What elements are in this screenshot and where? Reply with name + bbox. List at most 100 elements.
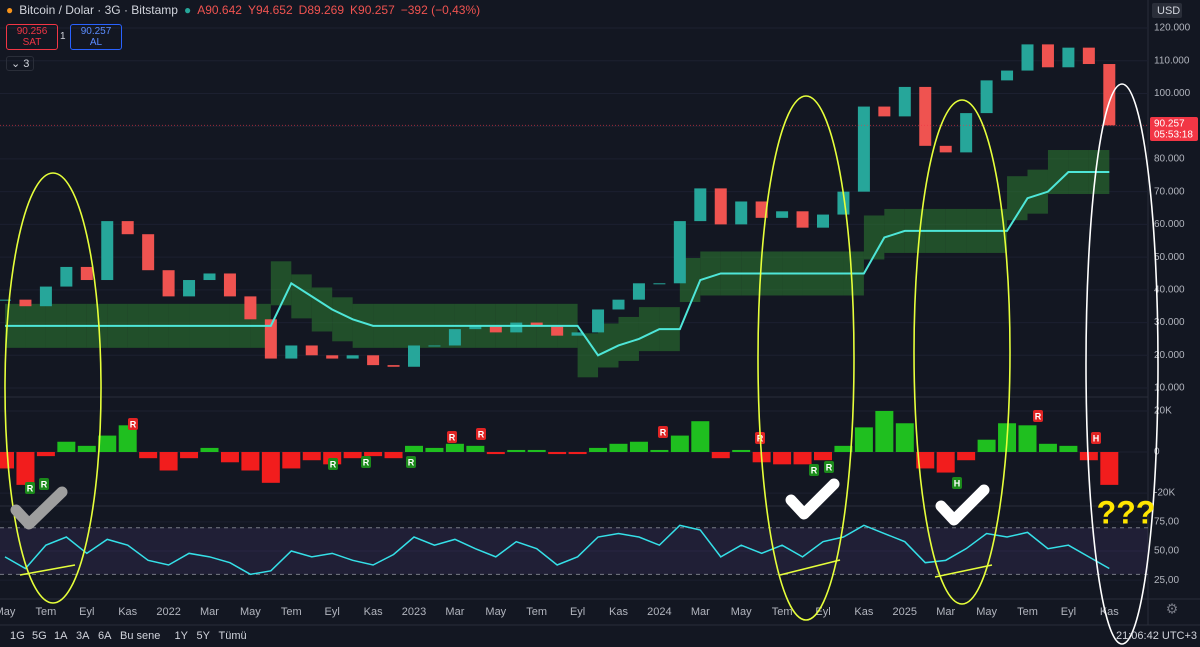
trend-band: [1047, 150, 1069, 195]
signal-marker-box: [809, 464, 819, 476]
x-tick-label: Mar: [445, 606, 464, 618]
candle: [592, 309, 605, 333]
histogram-bar: [936, 452, 955, 473]
candle: [0, 299, 11, 301]
range-button[interactable]: 6A: [98, 630, 112, 642]
candle: [142, 234, 155, 271]
range-button[interactable]: 5G: [32, 630, 47, 642]
histogram-bar: [834, 445, 853, 453]
trend-band: [598, 323, 619, 368]
signal-marker: H: [954, 478, 961, 488]
x-tick-label: May: [485, 606, 506, 618]
annotation: ???: [1097, 494, 1156, 530]
x-tick-label: Tem: [772, 606, 793, 618]
y-tick-label: 60.000: [1154, 219, 1185, 230]
candle: [694, 188, 707, 222]
candle: [60, 266, 73, 287]
checkmark: [10, 486, 68, 530]
trend-line: [934, 564, 993, 578]
y-tick-label: 10.000: [1154, 383, 1185, 394]
indicator-count: 3: [23, 58, 30, 70]
indicator-toggle[interactable]: ⌄ 3: [6, 56, 35, 71]
trend-band: [638, 307, 660, 352]
sell-price: 90.256: [16, 26, 48, 37]
x-tick-label: Kas: [609, 606, 628, 618]
level-band: [0, 527, 1148, 575]
range-button[interactable]: Tümü: [218, 630, 247, 642]
trend-band: [270, 261, 292, 306]
signal-marker: R: [130, 419, 137, 429]
price-label: 90.257: [1154, 119, 1185, 130]
candle: [939, 145, 952, 153]
signal-marker-box: [406, 456, 416, 468]
symbol[interactable]: Bitcoin / Dolar · 3G · Bitstamp: [19, 3, 178, 17]
histogram-bar: [814, 452, 832, 461]
candle: [223, 273, 236, 297]
y-tick-label: 25,00: [1154, 575, 1179, 586]
range-button[interactable]: 1Y: [174, 630, 188, 642]
histogram-bar: [568, 452, 587, 455]
y-tick-label: 50.000: [1154, 252, 1185, 263]
x-tick-label: Mar: [936, 606, 955, 618]
countdown: 05:53:18: [1154, 130, 1193, 141]
trend-band: [332, 297, 353, 342]
x-tick-label: Tem: [526, 606, 547, 618]
range-button[interactable]: 5Y: [196, 630, 210, 642]
x-tick-label: May: [731, 606, 752, 618]
change: −392 (−0,43%): [400, 3, 481, 17]
highlight-ellipse: [1085, 83, 1159, 645]
range-button[interactable]: 1G: [10, 630, 25, 642]
histogram-bar: [1038, 443, 1057, 453]
range-button[interactable]: 3A: [76, 630, 90, 642]
signal-marker: R: [478, 429, 485, 439]
candle: [183, 280, 196, 297]
currency-badge[interactable]: [1152, 3, 1182, 18]
signal-marker-box: [952, 477, 962, 489]
histogram-bar: [629, 441, 648, 453]
signal-marker-box: [361, 456, 371, 468]
x-tick-label: Eyl: [570, 606, 585, 618]
candle: [469, 325, 482, 330]
candle: [101, 221, 114, 281]
signal-marker: R: [41, 479, 48, 489]
candle: [837, 191, 850, 215]
y-tick-label: 110.000: [1154, 55, 1190, 66]
range-button[interactable]: Bu sene: [120, 630, 161, 642]
trend-band: [577, 333, 599, 378]
trend-band: [1027, 169, 1048, 214]
signal-marker: H: [1093, 433, 1100, 443]
sell-button[interactable]: 90.256 SAT: [6, 24, 58, 50]
x-tick-label: Kas: [118, 606, 137, 618]
y-tick-label: -20K: [1154, 488, 1175, 499]
y-tick-label: 50,00: [1154, 546, 1179, 557]
candle: [264, 319, 277, 359]
candle: [244, 296, 257, 320]
histogram-bar: [957, 452, 976, 461]
x-tick-label: May: [240, 606, 261, 618]
histogram-bar: [527, 449, 546, 453]
buy-button[interactable]: 90.257 AL: [70, 24, 122, 50]
histogram-bar: [241, 452, 260, 471]
settings-icon[interactable]: ⚙: [1166, 601, 1179, 617]
y-tick-label: 100.000: [1154, 88, 1191, 99]
candle: [857, 106, 870, 192]
highlight-ellipse: [757, 95, 855, 621]
signal-marker-box: [328, 458, 338, 470]
signal-marker: R: [811, 465, 818, 475]
candle: [408, 345, 420, 367]
histogram-bar: [118, 425, 137, 453]
candle: [632, 283, 645, 300]
candle: [980, 80, 993, 114]
candle: [305, 345, 318, 356]
currency[interactable]: USD: [1157, 5, 1180, 17]
histogram-bar: [977, 439, 996, 453]
range-button[interactable]: 1A: [54, 630, 68, 642]
candle: [203, 273, 216, 281]
candle: [530, 322, 543, 326]
candle: [551, 325, 564, 336]
candle: [39, 286, 52, 307]
candle: [776, 211, 789, 218]
signal-marker-box: [658, 426, 668, 438]
signal-marker-box: [25, 482, 35, 494]
y-tick-label: 20.000: [1154, 350, 1185, 361]
